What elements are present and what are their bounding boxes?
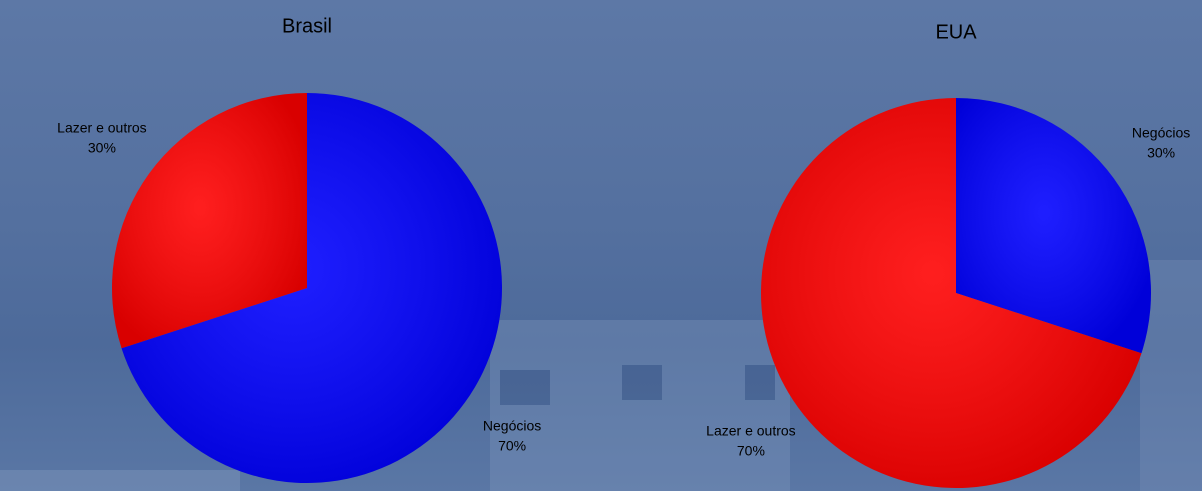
slice-shade xyxy=(111,93,308,349)
slice-label-name: Negócios xyxy=(1132,125,1190,141)
chart-title: EUA xyxy=(935,21,977,43)
slice-shade xyxy=(121,93,502,483)
slice-shade xyxy=(761,98,1142,489)
slice-label-value: 70% xyxy=(737,443,765,459)
slice-label-value: 30% xyxy=(88,140,116,156)
slice-label-value: 30% xyxy=(1147,145,1175,161)
slice-label-value: 70% xyxy=(498,438,526,454)
chart-title: Brasil xyxy=(282,15,332,37)
slice-label-name: Lazer e outros xyxy=(706,423,796,439)
slice-shade xyxy=(956,98,1151,354)
slice-label-name: Lazer e outros xyxy=(57,120,147,136)
slice-label-name: Negócios xyxy=(483,418,541,434)
